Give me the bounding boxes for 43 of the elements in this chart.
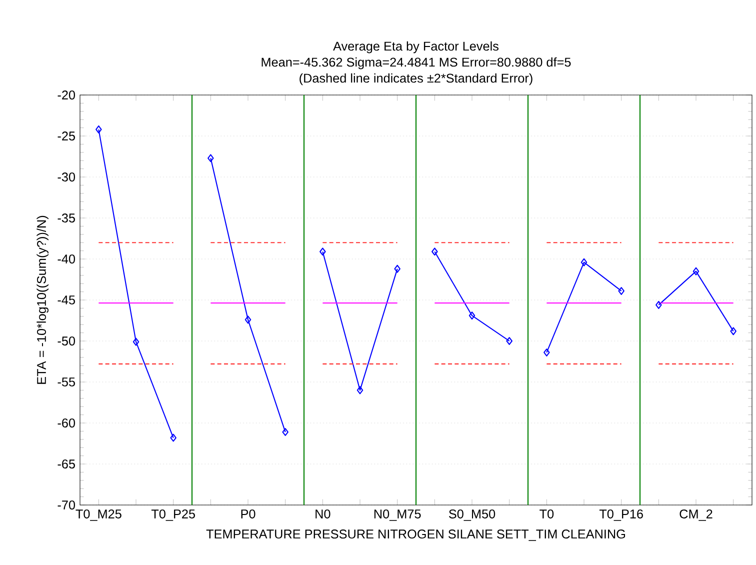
y-axis-title: ETA = -10*log10((Sum(y?))/N): [36, 216, 49, 384]
text: (Dashed line indicates ±2*Standard Error): [300, 73, 532, 86]
chart-subtitle: Mean=-45.362 Sigma=24.4841 MS Error=80.9880 df=5: [262, 57, 571, 70]
point: [356, 386, 364, 394]
point: [692, 267, 700, 276]
y-tick-label: -35: [58, 214, 75, 222]
x-tick-label: T0: [540, 509, 554, 518]
x-tick-label: T0_P25: [151, 509, 195, 521]
y-tick-label: -30: [58, 172, 76, 182]
point: [656, 300, 662, 309]
chart-title: Average Eta by Factor Levels: [333, 41, 498, 54]
point: [244, 316, 252, 324]
y-tick-label: -45: [58, 296, 75, 304]
point: [432, 248, 438, 256]
x-tick-label: CM_2: [680, 509, 712, 521]
x-tick-label: N0_M75: [374, 509, 421, 521]
point: [320, 248, 326, 256]
point: [394, 264, 400, 273]
y-tick-label: -25: [58, 132, 75, 140]
y-tick-label: -40: [58, 254, 76, 264]
point: [132, 338, 140, 346]
y-tick-label: -65: [58, 460, 75, 468]
point: [170, 434, 176, 442]
x-tick-label: N0: [316, 509, 330, 518]
point: [580, 258, 588, 266]
x-axis-title: TEMPERATURE PRESSURE NITROGEN SILANE SETT_TIM CLEANING: [206, 530, 626, 541]
point: [730, 327, 736, 336]
point: [618, 286, 624, 295]
point: [96, 125, 102, 134]
point: [282, 428, 288, 436]
point: [544, 348, 550, 356]
x-tick-label: S0_M50: [449, 509, 496, 521]
y-tick-label: -60: [58, 418, 76, 428]
y-tick-label: -55: [58, 378, 75, 386]
point: [468, 312, 476, 320]
point: [506, 337, 512, 345]
y-tick-label: -50: [58, 336, 76, 346]
x-tick-label: T0_P16: [599, 509, 643, 521]
y-tick-label: -20: [58, 90, 76, 100]
y-tick-label: -70: [58, 500, 76, 510]
point: [208, 154, 214, 162]
x-tick-label: T0_M25: [76, 509, 122, 521]
x-tick-label: P0: [241, 509, 256, 518]
